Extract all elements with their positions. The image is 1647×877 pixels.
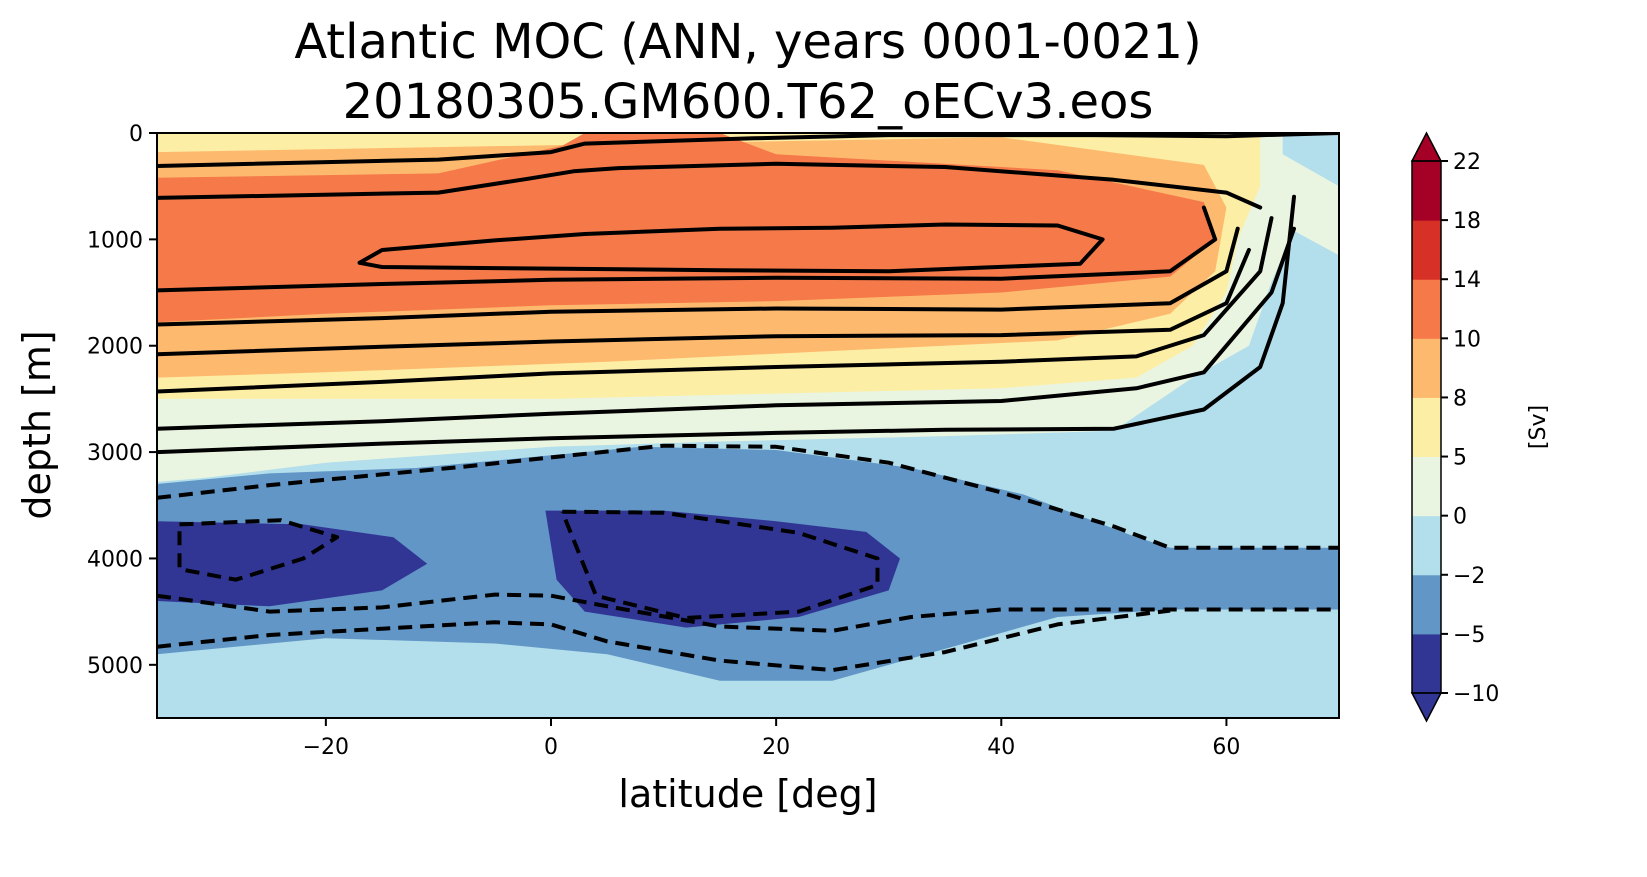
positive-contour-2 bbox=[157, 205, 1218, 293]
colorbar-segment bbox=[1412, 633, 1441, 694]
negative-contour-0 bbox=[157, 443, 1339, 550]
colorbar-segment bbox=[1412, 220, 1441, 280]
colorbar-label: [Sv] bbox=[1526, 405, 1551, 449]
x-axis-ticks: −20 0 20 40 60 bbox=[303, 718, 1240, 760]
positive-contour-4 bbox=[157, 248, 1251, 357]
colorbar-extend-high bbox=[1410, 131, 1443, 162]
positive-contour-6 bbox=[157, 226, 1296, 431]
colorbar-tick-label: 10 bbox=[1453, 327, 1481, 352]
negative-contour-3 bbox=[177, 518, 340, 582]
colorbar-segment bbox=[1412, 397, 1441, 458]
x-tick-label: 40 bbox=[987, 735, 1015, 760]
x-tick-label: 20 bbox=[762, 735, 790, 760]
colorbar-frame bbox=[1411, 160, 1442, 694]
colorbar-tick-label: 18 bbox=[1453, 209, 1481, 234]
positive-contour-3 bbox=[157, 226, 1240, 327]
contour-lines bbox=[157, 133, 1339, 673]
region-deep-cell-5-south bbox=[157, 521, 428, 607]
plot-area bbox=[157, 133, 1339, 718]
region-deep-cell-5-north bbox=[545, 510, 900, 628]
colorbar-tick-label: −2 bbox=[1453, 564, 1485, 589]
x-axis-label: latitude [deg] bbox=[618, 772, 877, 816]
colorbar-segment bbox=[1412, 574, 1441, 635]
colorbar-segment bbox=[1412, 338, 1441, 398]
region-upper-cell-10 bbox=[157, 133, 1216, 323]
negative-contour-4 bbox=[560, 509, 880, 620]
positive-contour-8 bbox=[357, 222, 1105, 274]
colorbar-tick-label: 14 bbox=[1453, 268, 1481, 293]
x-tick-label: −20 bbox=[303, 735, 349, 760]
y-tick-label: 3000 bbox=[87, 441, 143, 466]
chart-title-line2: 20180305.GM600.T62_oECv3.eos bbox=[343, 74, 1154, 130]
x-tick-label: 60 bbox=[1212, 735, 1240, 760]
y-tick-label: 0 bbox=[129, 122, 143, 147]
y-tick-label: 2000 bbox=[87, 335, 143, 360]
plot-frame bbox=[156, 132, 1340, 719]
colorbar-tick-label: −10 bbox=[1453, 682, 1499, 707]
colorbar-tick-label: 0 bbox=[1453, 505, 1467, 530]
negative-contour-2 bbox=[157, 608, 1171, 673]
colorbar-extend-low bbox=[1410, 692, 1443, 723]
positive-contour-0 bbox=[157, 133, 1339, 168]
colorbar-tick-label: −5 bbox=[1453, 623, 1485, 648]
colorbar: −10 −5 −2 0 5 8 10 14 18 22 bbox=[1410, 131, 1499, 723]
colorbar-tick-label: 5 bbox=[1453, 446, 1467, 471]
y-tick-label: 1000 bbox=[87, 228, 143, 253]
colorbar-segment bbox=[1412, 279, 1441, 339]
y-axis-ticks: 0 1000 2000 3000 4000 5000 bbox=[87, 122, 157, 679]
colorbar-segment bbox=[1412, 515, 1441, 576]
y-axis-label: depth [m] bbox=[15, 330, 59, 519]
y-tick-label: 5000 bbox=[87, 654, 143, 679]
x-tick-label: 0 bbox=[544, 735, 558, 760]
colorbar-segment bbox=[1412, 456, 1441, 517]
negative-contour-1 bbox=[157, 592, 1339, 633]
colorbar-tick-label: 22 bbox=[1453, 150, 1481, 175]
chart-title-line1: Atlantic MOC (ANN, years 0001-0021) bbox=[294, 14, 1201, 70]
positive-contour-5 bbox=[157, 216, 1274, 394]
colorbar-segment bbox=[1412, 161, 1441, 221]
positive-contour-7 bbox=[157, 194, 1296, 455]
colorbar-tick-label: 8 bbox=[1453, 386, 1467, 411]
y-tick-label: 4000 bbox=[87, 547, 143, 572]
positive-contour-1 bbox=[157, 161, 1263, 210]
